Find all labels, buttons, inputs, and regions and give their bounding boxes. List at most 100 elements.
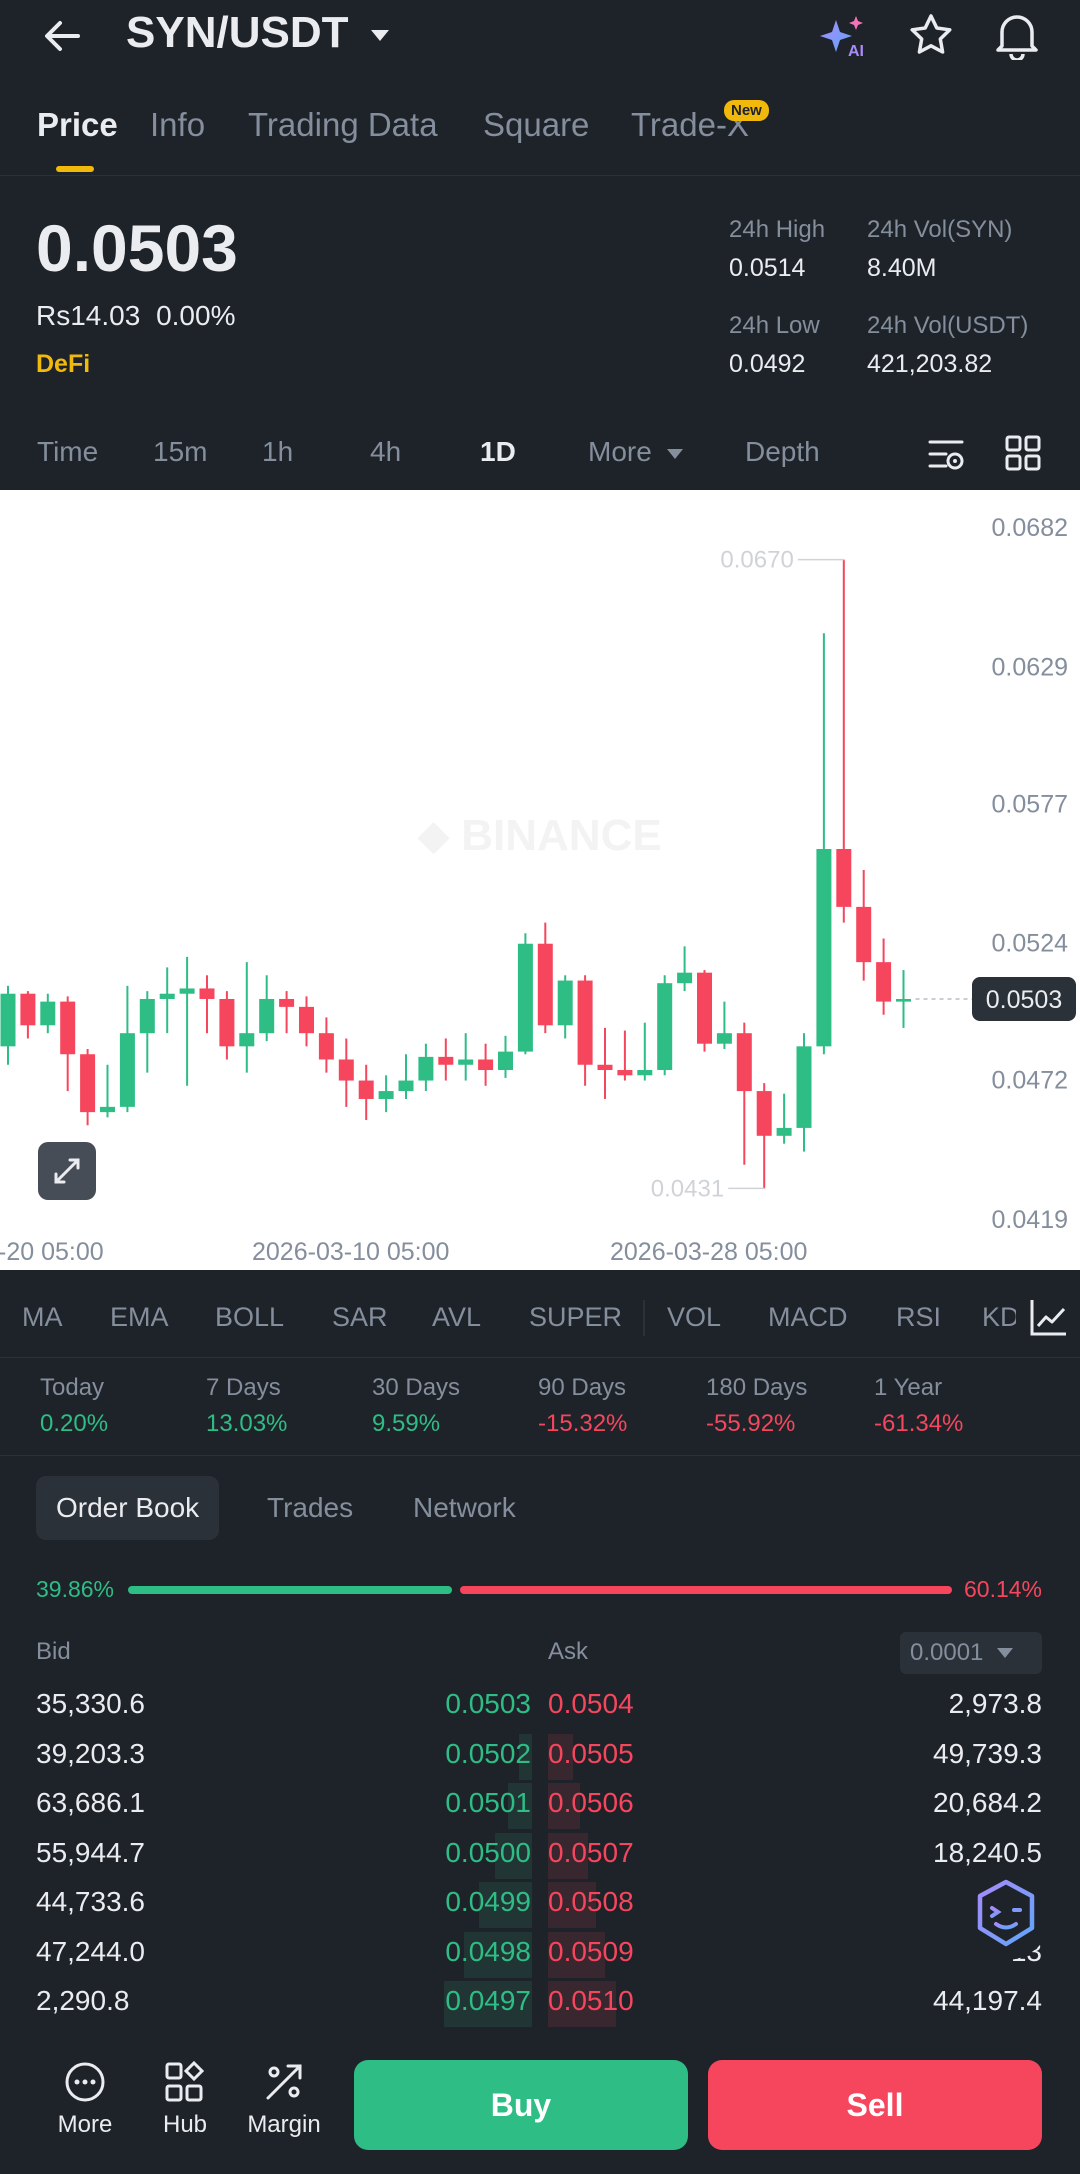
pair-selector[interactable]: SYN/USDT bbox=[126, 8, 391, 58]
bid-depth-bar bbox=[463, 1931, 532, 1978]
orderbook-row[interactable]: 39,203.3 0.0502 0.0505 49,739.3 bbox=[0, 1730, 1080, 1780]
active-tab-indicator bbox=[56, 166, 94, 172]
indicator-vol[interactable]: VOL bbox=[667, 1302, 722, 1332]
candle-body bbox=[179, 988, 195, 994]
tab-trading-data[interactable]: Trading Data bbox=[248, 106, 438, 143]
orderbook-row[interactable]: 2,290.8 0.0497 0.0510 44,197.4 bbox=[0, 1977, 1080, 2027]
tab-trades[interactable]: Trades bbox=[267, 1492, 354, 1523]
perf-value: -61.34% bbox=[874, 1410, 964, 1437]
indicator-kd[interactable]: KD bbox=[982, 1302, 1020, 1332]
ask-depth-bar bbox=[548, 1733, 573, 1780]
indicator-ema[interactable]: EMA bbox=[110, 1302, 169, 1332]
buy-button[interactable]: Buy bbox=[354, 2060, 688, 2150]
ask-depth-bar bbox=[548, 1931, 605, 1978]
vol-base-label: 24h Vol(SYN) bbox=[867, 216, 1013, 243]
x-tick-label: -20 05:00 bbox=[0, 1238, 104, 1266]
ask-depth-bar bbox=[548, 1981, 617, 2027]
y-tick-label: 0.0472 bbox=[992, 1067, 1068, 1095]
ask-price: 0.0504 bbox=[548, 1688, 634, 1719]
candle-body bbox=[677, 972, 693, 984]
ask-quantity: 2,973.8 bbox=[948, 1688, 1042, 1719]
perf-label: 180 Days bbox=[706, 1374, 808, 1401]
candle-body bbox=[378, 1091, 394, 1099]
tab-price[interactable]: Price bbox=[37, 106, 118, 143]
interval-more[interactable]: More bbox=[588, 436, 684, 468]
caret-down-icon bbox=[370, 30, 389, 42]
nav-margin[interactable]: Margin bbox=[239, 2060, 329, 2139]
assistant-button[interactable] bbox=[960, 1868, 1052, 1960]
svg-text:AI: AI bbox=[848, 43, 864, 60]
bid-depth-bar bbox=[479, 1882, 532, 1928]
tab-network[interactable]: Network bbox=[413, 1492, 516, 1523]
ask-depth-bar bbox=[548, 1882, 596, 1928]
candle-body bbox=[458, 1059, 474, 1065]
candle-body bbox=[597, 1064, 613, 1071]
max-price-label: 0.0670 bbox=[720, 547, 793, 574]
sell-button[interactable]: Sell bbox=[708, 2060, 1042, 2150]
interval-1h[interactable]: 1h bbox=[262, 436, 294, 467]
bid-price: 0.0497 bbox=[445, 1985, 531, 2016]
perf-value: 13.03% bbox=[206, 1410, 288, 1437]
candle-body bbox=[876, 962, 892, 1002]
category-tag[interactable]: DeFi bbox=[36, 350, 91, 378]
tab-square[interactable]: Square bbox=[483, 106, 590, 143]
indicator-super[interactable]: SUPER bbox=[529, 1302, 623, 1332]
indicator-sar[interactable]: SAR bbox=[332, 1302, 388, 1332]
indicator-settings-button[interactable] bbox=[1016, 1290, 1080, 1350]
interval-4h[interactable]: 4h bbox=[370, 436, 402, 467]
candle-body bbox=[836, 849, 852, 907]
vol-quote-label: 24h Vol(USDT) bbox=[867, 312, 1029, 339]
candle-body bbox=[119, 1033, 135, 1107]
indicator-ma[interactable]: MA bbox=[22, 1302, 63, 1332]
perf-30d: 30 Days 9.59% bbox=[372, 1374, 460, 1438]
interval-time[interactable]: Time bbox=[37, 436, 99, 467]
ai-sparkle-icon[interactable]: AI bbox=[818, 12, 870, 60]
bell-icon[interactable] bbox=[994, 10, 1040, 60]
tab-order-book[interactable]: Order Book bbox=[36, 1476, 220, 1540]
margin-percent-icon bbox=[266, 2064, 302, 2100]
interval-1d[interactable]: 1D bbox=[480, 436, 516, 467]
high-label: 24h High bbox=[729, 216, 826, 243]
nav-more[interactable]: More bbox=[40, 2060, 130, 2139]
tab-depth[interactable]: Depth bbox=[745, 436, 820, 467]
ask-price: 0.0505 bbox=[548, 1737, 634, 1769]
orderbook-row[interactable]: 35,330.6 0.0503 0.0504 2,973.8 bbox=[0, 1680, 1080, 1730]
perf-label: 1 Year bbox=[874, 1374, 943, 1401]
arrow-left-icon[interactable] bbox=[40, 14, 84, 58]
interval-more-label: More bbox=[588, 436, 652, 467]
nav-hub[interactable]: Hub bbox=[140, 2060, 230, 2139]
layout-grid-icon[interactable] bbox=[1004, 434, 1042, 472]
indicator-macd[interactable]: MACD bbox=[768, 1302, 848, 1332]
tab-info[interactable]: Info bbox=[150, 106, 206, 143]
chart-settings-icon[interactable] bbox=[926, 434, 966, 474]
candle-body bbox=[398, 1080, 414, 1092]
candlestick-chart[interactable]: ⬥ BINANCE 0.0682 0.0629 0.0577 0.0524 0.0472 0… bbox=[0, 490, 1080, 1270]
caret-down-icon bbox=[666, 449, 683, 459]
orderbook-row[interactable]: 63,686.1 0.0501 0.0506 20,684.2 bbox=[0, 1779, 1080, 1829]
indicator-avl[interactable]: AVL bbox=[432, 1302, 482, 1332]
fullscreen-button[interactable] bbox=[38, 1142, 96, 1200]
orderbook-row[interactable]: 55,944.7 0.0500 0.0507 18,240.5 bbox=[0, 1829, 1080, 1879]
candle-body bbox=[219, 998, 235, 1047]
bid-price: 0.0499 bbox=[445, 1886, 531, 1917]
candle-body bbox=[358, 1080, 374, 1099]
candle-body bbox=[657, 983, 673, 1071]
expand-icon bbox=[54, 1158, 80, 1184]
indicator-rsi[interactable]: RSI bbox=[896, 1302, 942, 1332]
bid-price: 0.0502 bbox=[445, 1737, 531, 1769]
x-tick-label: 2026-03-28 05:00 bbox=[610, 1238, 807, 1266]
interval-15m[interactable]: 15m bbox=[153, 436, 208, 467]
precision-select[interactable]: 0.0001 bbox=[900, 1632, 1042, 1674]
new-badge: New bbox=[724, 100, 769, 121]
last-price: 0.0503 bbox=[36, 211, 238, 285]
star-icon[interactable] bbox=[908, 12, 954, 58]
candle-body bbox=[159, 993, 175, 999]
change-percent: 0.00% bbox=[156, 300, 236, 331]
indicator-bar: MA EMA BOLL SAR AVL SUPER VOL MACD RSI K… bbox=[0, 1270, 1080, 1358]
interval-bar: Time 15m 1h 4h 1D More Depth bbox=[0, 420, 1080, 490]
price-chart[interactable]: ⬥ BINANCE 0.0682 0.0629 0.0577 0.0524 0.0472 0… bbox=[0, 490, 1080, 1270]
indicator-boll[interactable]: BOLL bbox=[215, 1302, 285, 1332]
bid-depth-bar bbox=[444, 1981, 532, 2027]
